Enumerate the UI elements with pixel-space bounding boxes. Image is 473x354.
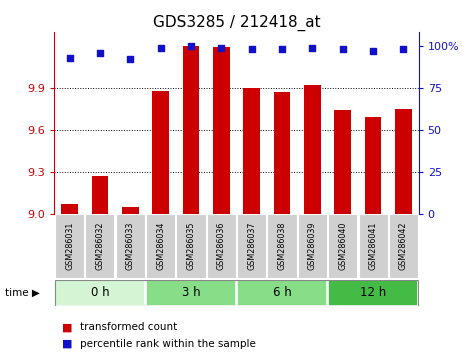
Point [187, 43, 195, 49]
Bar [61, 204, 78, 214]
Point [248, 46, 255, 52]
Point [218, 45, 225, 50]
Bar [267, 214, 297, 278]
Bar [328, 280, 418, 306]
Text: GSM286036: GSM286036 [217, 222, 226, 270]
Bar [334, 110, 351, 214]
Text: GSM286034: GSM286034 [156, 222, 165, 270]
Bar [152, 91, 169, 214]
Text: percentile rank within the sample: percentile rank within the sample [80, 339, 256, 349]
Text: GSM286032: GSM286032 [96, 222, 105, 270]
Bar [92, 176, 108, 214]
Bar [146, 214, 175, 278]
Text: transformed count: transformed count [80, 322, 178, 332]
Bar [359, 214, 388, 278]
Bar [207, 214, 236, 278]
Point [157, 45, 165, 50]
Text: GSM286035: GSM286035 [186, 222, 195, 270]
Text: 0 h: 0 h [91, 286, 109, 299]
Point [278, 46, 286, 52]
Point [66, 55, 73, 61]
Title: GDS3285 / 212418_at: GDS3285 / 212418_at [153, 14, 320, 30]
Bar [55, 280, 145, 306]
Bar [183, 46, 199, 214]
Text: GSM286033: GSM286033 [126, 222, 135, 270]
Bar [328, 214, 357, 278]
Bar [85, 214, 114, 278]
Bar [213, 47, 230, 214]
Bar [298, 214, 327, 278]
Text: GSM286031: GSM286031 [65, 222, 74, 270]
Text: ■: ■ [61, 322, 72, 332]
Text: GSM286040: GSM286040 [338, 222, 347, 270]
Bar [122, 207, 139, 214]
Bar [116, 214, 145, 278]
Text: 3 h: 3 h [182, 286, 200, 299]
Bar [365, 118, 381, 214]
Text: 6 h: 6 h [272, 286, 291, 299]
Point [126, 57, 134, 62]
Text: GSM286037: GSM286037 [247, 222, 256, 270]
Bar [243, 88, 260, 214]
Text: GSM286041: GSM286041 [368, 222, 377, 270]
Bar [389, 214, 418, 278]
Text: GSM286039: GSM286039 [308, 222, 317, 270]
Bar [304, 85, 321, 214]
Text: 12 h: 12 h [360, 286, 386, 299]
Bar [176, 214, 206, 278]
Bar [55, 214, 84, 278]
Point [308, 45, 316, 50]
Point [369, 48, 377, 54]
Bar [146, 280, 236, 306]
Point [400, 46, 407, 52]
Text: ■: ■ [61, 339, 72, 349]
Text: time ▶: time ▶ [5, 288, 40, 298]
Point [339, 46, 347, 52]
Text: GSM286042: GSM286042 [399, 222, 408, 270]
Point [96, 50, 104, 56]
Text: GSM286038: GSM286038 [278, 222, 287, 270]
Bar [237, 280, 327, 306]
Bar [395, 109, 412, 214]
Bar [274, 92, 290, 214]
Bar [237, 214, 266, 278]
